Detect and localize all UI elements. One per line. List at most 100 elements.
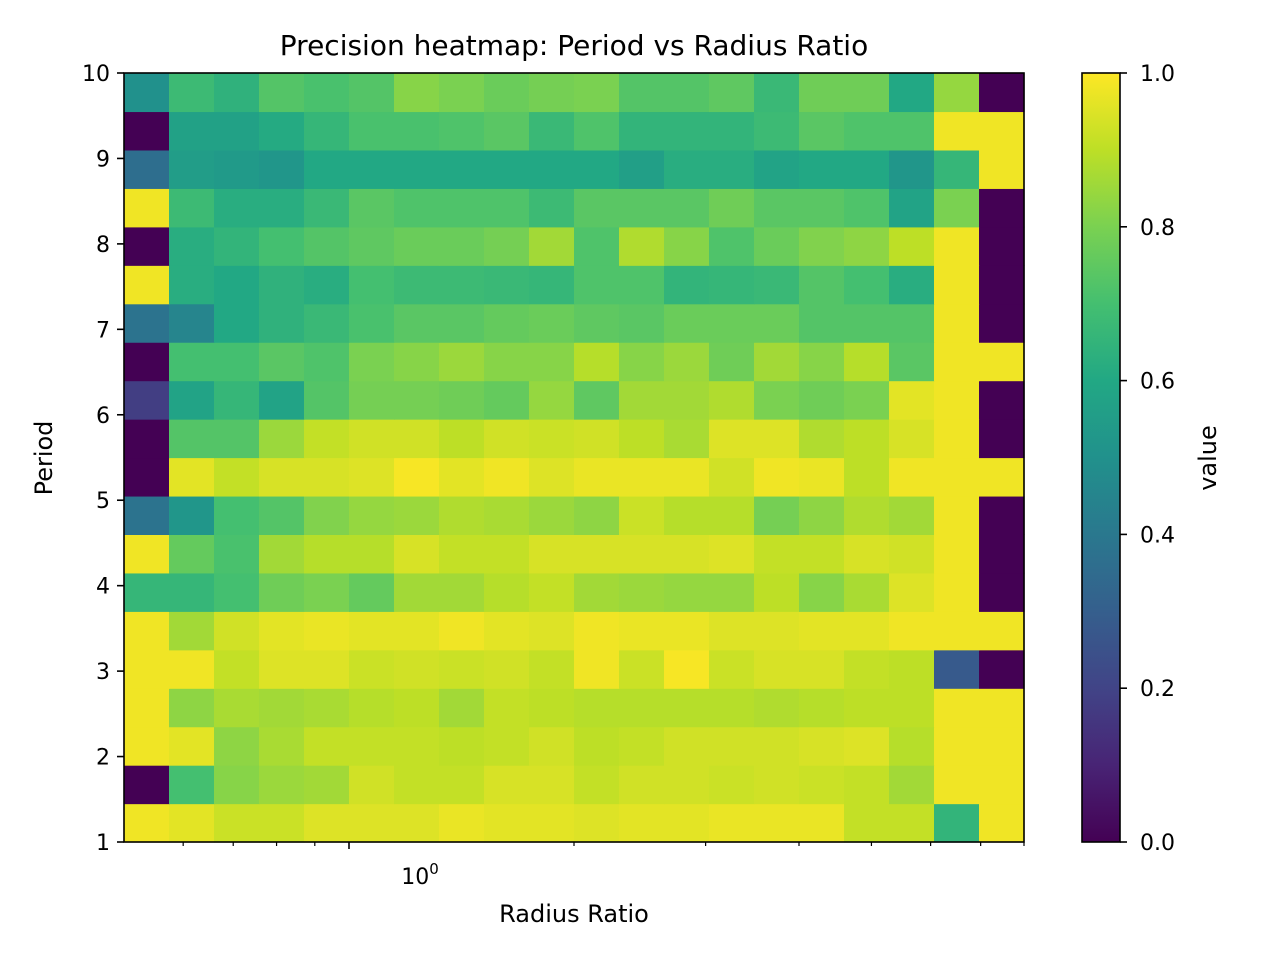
heatmap-cell <box>799 457 845 497</box>
heatmap-cell <box>349 611 395 651</box>
heatmap-cell <box>214 572 260 612</box>
colorbar-tick-label: 0.2 <box>1140 677 1175 702</box>
heatmap-cell <box>664 265 710 305</box>
y-tick-label: 6 <box>96 404 110 429</box>
heatmap-cell <box>349 303 395 343</box>
heatmap-cell <box>664 572 710 612</box>
heatmap-cell <box>979 303 1025 343</box>
heatmap-cell <box>349 649 395 689</box>
heatmap-cell <box>529 226 575 266</box>
heatmap-cell <box>529 688 575 728</box>
y-tick-label: 7 <box>96 318 110 343</box>
heatmap-cell <box>889 611 935 651</box>
heatmap-cell <box>439 495 485 535</box>
heatmap-cell <box>709 495 755 535</box>
heatmap-cell <box>664 111 710 151</box>
heatmap-cell <box>754 342 800 382</box>
heatmap-cell <box>484 611 530 651</box>
heatmap-cell <box>214 380 260 420</box>
heatmap-cell <box>169 419 215 459</box>
heatmap-cell <box>799 726 845 766</box>
heatmap-cell <box>754 226 800 266</box>
heatmap-cell <box>799 149 845 189</box>
heatmap-cell <box>934 495 980 535</box>
heatmap-cell <box>754 457 800 497</box>
heatmap-cell <box>394 457 440 497</box>
heatmap-cell <box>169 649 215 689</box>
heatmap-cell <box>889 765 935 805</box>
heatmap-cell <box>439 303 485 343</box>
heatmap-cell <box>259 726 305 766</box>
heatmap-cell <box>394 188 440 228</box>
heatmap-cell <box>529 534 575 574</box>
heatmap-cell <box>799 111 845 151</box>
heatmap-cell <box>574 726 620 766</box>
heatmap-cell <box>709 265 755 305</box>
heatmap-cell <box>664 226 710 266</box>
colorbar-tick-label: 0.8 <box>1140 216 1175 241</box>
heatmap-cell <box>889 688 935 728</box>
heatmap-cell <box>889 303 935 343</box>
heatmap-cell <box>304 73 350 113</box>
heatmap-cell <box>169 572 215 612</box>
heatmap-cell <box>619 457 665 497</box>
heatmap-cell <box>124 188 170 228</box>
heatmap-cell <box>889 73 935 113</box>
heatmap-cell <box>934 765 980 805</box>
heatmap-cell <box>439 342 485 382</box>
heatmap-cell <box>844 226 890 266</box>
heatmap-cell <box>709 188 755 228</box>
heatmap-cell <box>799 188 845 228</box>
heatmap-cell <box>889 380 935 420</box>
heatmap-cell <box>844 265 890 305</box>
heatmap-cell <box>709 611 755 651</box>
y-tick-label: 1 <box>96 831 110 856</box>
heatmap-cell <box>394 495 440 535</box>
heatmap-cell <box>664 495 710 535</box>
heatmap-cell <box>619 534 665 574</box>
heatmap-cell <box>349 534 395 574</box>
heatmap-cell <box>259 226 305 266</box>
heatmap-cell <box>394 611 440 651</box>
y-tick-label: 8 <box>96 233 110 258</box>
heatmap-cell <box>979 111 1025 151</box>
heatmap-cell <box>529 495 575 535</box>
heatmap-cell <box>619 226 665 266</box>
heatmap-cell <box>619 265 665 305</box>
y-axis: 1 2 3 4 5 6 7 8 9 10 <box>82 62 124 856</box>
y-tick-label: 5 <box>96 489 110 514</box>
heatmap-cell <box>394 380 440 420</box>
heatmap-cell <box>214 188 260 228</box>
heatmap-cell <box>799 303 845 343</box>
heatmap-cell <box>664 342 710 382</box>
heatmap-cell <box>484 73 530 113</box>
heatmap-cell <box>214 419 260 459</box>
heatmap-cell <box>439 226 485 266</box>
heatmap-cell <box>394 726 440 766</box>
heatmap-cell <box>124 803 170 843</box>
colorbar-tick-label: 0.4 <box>1140 523 1175 548</box>
heatmap-cell <box>304 688 350 728</box>
heatmap-cell <box>304 265 350 305</box>
heatmap-cell <box>619 380 665 420</box>
heatmap-cell <box>439 765 485 805</box>
heatmap-cell <box>934 688 980 728</box>
heatmap-cell <box>889 534 935 574</box>
heatmap-cell <box>124 149 170 189</box>
heatmap-cell <box>934 149 980 189</box>
heatmap-cell <box>214 265 260 305</box>
heatmap-cell <box>124 726 170 766</box>
heatmap-cell <box>214 803 260 843</box>
heatmap-cell <box>619 765 665 805</box>
colorbar-axis: 0.0 0.2 0.4 0.6 0.8 1.0 <box>1120 62 1175 856</box>
heatmap-cell <box>844 611 890 651</box>
heatmap-cell <box>934 265 980 305</box>
x-axis <box>182 842 1025 849</box>
heatmap-cell <box>889 649 935 689</box>
heatmap-cell <box>304 611 350 651</box>
heatmap-cell <box>259 534 305 574</box>
heatmap-cell <box>844 495 890 535</box>
heatmap-cell <box>889 111 935 151</box>
heatmap-cell <box>889 803 935 843</box>
heatmap-cell <box>889 419 935 459</box>
